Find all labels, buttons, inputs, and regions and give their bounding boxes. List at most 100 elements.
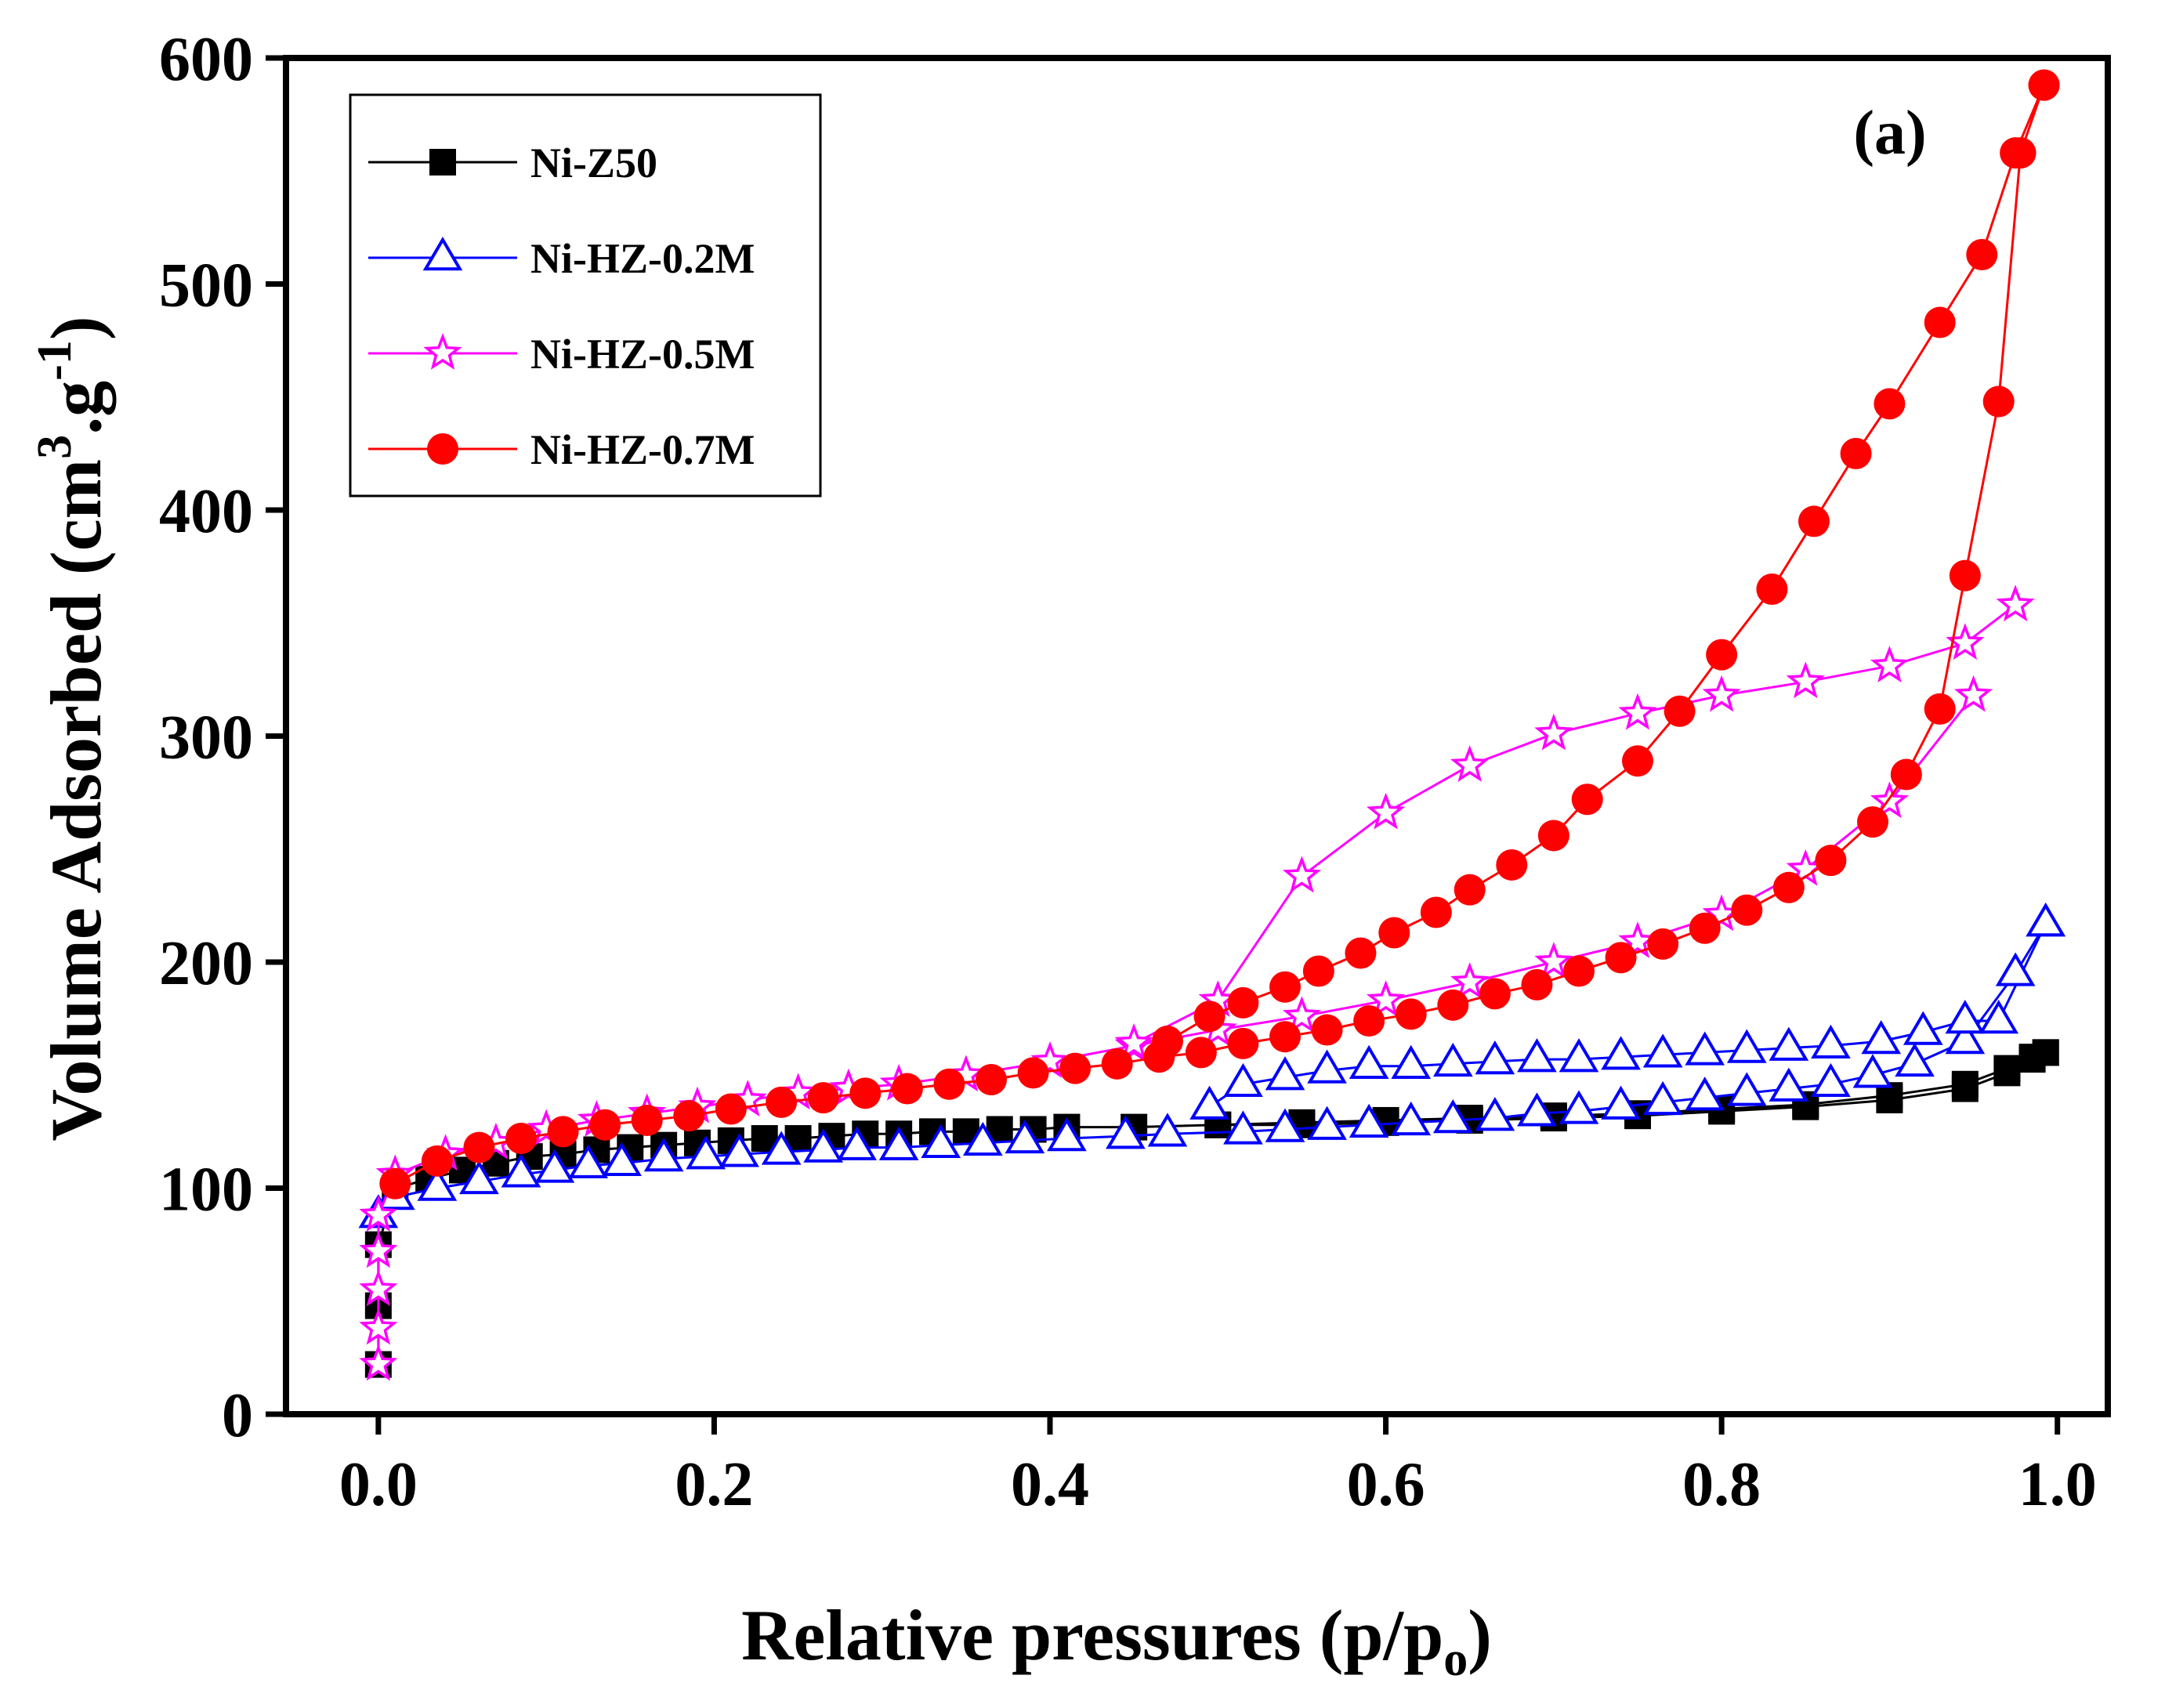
data-point-ni-hz-0-7m bbox=[379, 1167, 411, 1200]
data-point-ni-hz-0-2m bbox=[1642, 1080, 1683, 1116]
data-point-ni-hz-0-2m bbox=[1726, 1072, 1767, 1106]
data-point-ni-hz-0-2m bbox=[1223, 1062, 1263, 1098]
data-point-ni-hz-0-2m bbox=[1432, 1042, 1473, 1077]
data-point-ni-hz-0-2m bbox=[1811, 1062, 1851, 1098]
data-point-ni-hz-0-7m bbox=[1571, 783, 1603, 816]
data-point-ni-hz-0-2m bbox=[1147, 1113, 1188, 1147]
y-axis-title-close: ) bbox=[36, 317, 116, 341]
data-point-ni-z50 bbox=[2018, 1044, 2046, 1071]
data-point-ni-hz-0-2m bbox=[1861, 1020, 1902, 1055]
data-point-ni-hz-0-5m bbox=[1450, 962, 1490, 999]
data-point-ni-hz-0-7m bbox=[1664, 695, 1696, 727]
data-point-ni-hz-0-5m bbox=[1114, 1023, 1153, 1060]
data-point-ni-hz-0-2m bbox=[1432, 1098, 1473, 1134]
data-point-ni-hz-0-5m bbox=[1786, 661, 1825, 699]
data-point-ni-hz-0-7m bbox=[1537, 820, 1569, 852]
data-point-ni-hz-0-7m bbox=[1395, 998, 1427, 1030]
data-point-ni-hz-0-2m bbox=[1307, 1049, 1347, 1084]
data-point-ni-hz-0-5m bbox=[1534, 713, 1573, 751]
data-point-ni-hz-0-2m bbox=[501, 1153, 541, 1188]
data-point-ni-hz-0-7m bbox=[1269, 971, 1301, 1003]
x-tick-label: 1.0 bbox=[2018, 1450, 2097, 1519]
data-point-ni-hz-0-7m bbox=[1647, 928, 1679, 960]
data-point-ni-hz-0-2m bbox=[1005, 1119, 1045, 1154]
data-point-ni-hz-0-7m bbox=[1420, 896, 1452, 928]
data-point-ni-hz-0-7m bbox=[1152, 1025, 1183, 1057]
data-point-ni-hz-0-7m bbox=[1924, 306, 1956, 338]
data-point-ni-hz-0-7m bbox=[849, 1077, 882, 1109]
data-point-ni-hz-0-7m bbox=[1966, 238, 1998, 270]
data-point-ni-hz-0-2m bbox=[417, 1167, 458, 1201]
legend-label-ni-hz-0-7m: Ni-HZ-0.7M bbox=[530, 426, 755, 473]
data-point-ni-hz-0-2m bbox=[2026, 903, 2066, 937]
data-point-ni-hz-0-7m bbox=[1479, 978, 1511, 1010]
data-point-ni-hz-0-7m bbox=[547, 1116, 579, 1148]
data-point-ni-hz-0-7m bbox=[715, 1093, 747, 1125]
axis-ticks: 0.0 0.2 0.4 0.6 0.8 1.0 0 100 200 300 400 500 600 bbox=[159, 25, 2097, 1519]
data-point-ni-hz-0-2m bbox=[1391, 1044, 1432, 1079]
data-point-ni-hz-0-2m bbox=[1106, 1115, 1146, 1149]
data-point-ni-hz-0-7m bbox=[1185, 1037, 1217, 1069]
x-tick-label: 0.4 bbox=[1011, 1450, 1089, 1519]
x-axis-title-main: Relative pressures (p/p bbox=[741, 1595, 1443, 1675]
y-tick-label: 0 bbox=[222, 1381, 253, 1450]
data-point-ni-hz-0-7m bbox=[1772, 871, 1805, 903]
data-point-ni-hz-0-2m bbox=[568, 1144, 609, 1178]
data-point-ni-hz-0-2m bbox=[1475, 1040, 1515, 1075]
data-point-ni-hz-0-2m bbox=[1685, 1077, 1725, 1111]
legend-marker-ni-z50 bbox=[429, 149, 456, 176]
y-tick-label: 100 bbox=[159, 1156, 253, 1225]
y-axis-title: Volume Adsorbed (cm3.g-1) bbox=[28, 317, 116, 1142]
data-point-ni-hz-0-5m bbox=[1450, 745, 1490, 782]
y-axis-title-sup-minus1: -1 bbox=[28, 340, 81, 381]
data-point-ni-hz-0-5m bbox=[1282, 996, 1322, 1033]
data-point-ni-hz-0-2m bbox=[761, 1131, 802, 1165]
data-point-ni-hz-0-2m bbox=[1979, 1000, 2019, 1034]
data-point-ni-hz-0-7m bbox=[1857, 806, 1888, 838]
data-point-ni-hz-0-5m bbox=[359, 1195, 398, 1232]
x-tick-label: 0.8 bbox=[1682, 1450, 1761, 1519]
data-point-ni-hz-0-7m bbox=[1302, 955, 1334, 987]
data-point-ni-hz-0-7m bbox=[1311, 1014, 1343, 1046]
data-point-ni-hz-0-7m bbox=[1017, 1057, 1049, 1089]
x-axis-title-subscript: o bbox=[1443, 1633, 1468, 1686]
legend-label-ni-hz-0-2m: Ni-HZ-0.2M bbox=[530, 235, 755, 282]
data-point-ni-hz-0-2m bbox=[602, 1142, 642, 1177]
data-point-ni-hz-0-7m bbox=[1101, 1048, 1133, 1080]
data-point-ni-hz-0-7m bbox=[1496, 849, 1528, 881]
data-point-ni-z50 bbox=[1993, 1055, 2021, 1082]
data-point-ni-hz-0-2m bbox=[1903, 1011, 1943, 1045]
data-point-ni-hz-0-2m bbox=[1559, 1038, 1599, 1073]
data-point-ni-hz-0-7m bbox=[1059, 1052, 1092, 1084]
data-point-ni-hz-0-7m bbox=[1706, 639, 1738, 671]
data-point-ni-hz-0-2m bbox=[1811, 1024, 1851, 1059]
data-point-ni-hz-0-7m bbox=[2028, 69, 2060, 101]
data-point-ni-hz-0-2m bbox=[1475, 1097, 1515, 1131]
series-layer bbox=[358, 69, 2066, 1381]
data-point-ni-hz-0-2m bbox=[1769, 1067, 1809, 1102]
data-point-ni-hz-0-2m bbox=[1601, 1085, 1641, 1120]
data-point-ni-hz-0-7m bbox=[1840, 437, 1872, 469]
data-point-ni-hz-0-5m bbox=[1953, 675, 1993, 712]
data-point-ni-hz-0-2m bbox=[534, 1149, 575, 1183]
data-point-ni-hz-0-2m bbox=[1642, 1033, 1683, 1068]
data-point-ni-hz-0-2m bbox=[1517, 1038, 1557, 1073]
data-point-ni-hz-0-2m bbox=[1349, 1103, 1389, 1138]
data-point-ni-hz-0-7m bbox=[1874, 388, 1906, 420]
y-tick-label: 400 bbox=[159, 477, 253, 546]
data-point-ni-hz-0-7m bbox=[673, 1100, 705, 1132]
data-point-ni-hz-0-2m bbox=[1685, 1031, 1725, 1066]
data-point-ni-hz-0-7m bbox=[1605, 942, 1637, 974]
data-point-ni-hz-0-5m bbox=[1534, 942, 1573, 979]
data-point-ni-hz-0-5m bbox=[359, 1344, 398, 1381]
data-point-ni-hz-0-7m bbox=[1890, 758, 1922, 791]
data-point-ni-hz-0-7m bbox=[1815, 845, 1847, 877]
panel-label: (a) bbox=[1853, 99, 1926, 168]
y-tick-label: 600 bbox=[159, 25, 253, 94]
data-point-ni-hz-0-2m bbox=[1265, 1108, 1305, 1142]
data-point-ni-hz-0-2m bbox=[837, 1126, 877, 1160]
data-point-ni-hz-0-2m bbox=[1995, 952, 2036, 986]
data-point-ni-hz-0-2m bbox=[1945, 1020, 1986, 1055]
data-point-ni-hz-0-2m bbox=[1601, 1036, 1641, 1070]
